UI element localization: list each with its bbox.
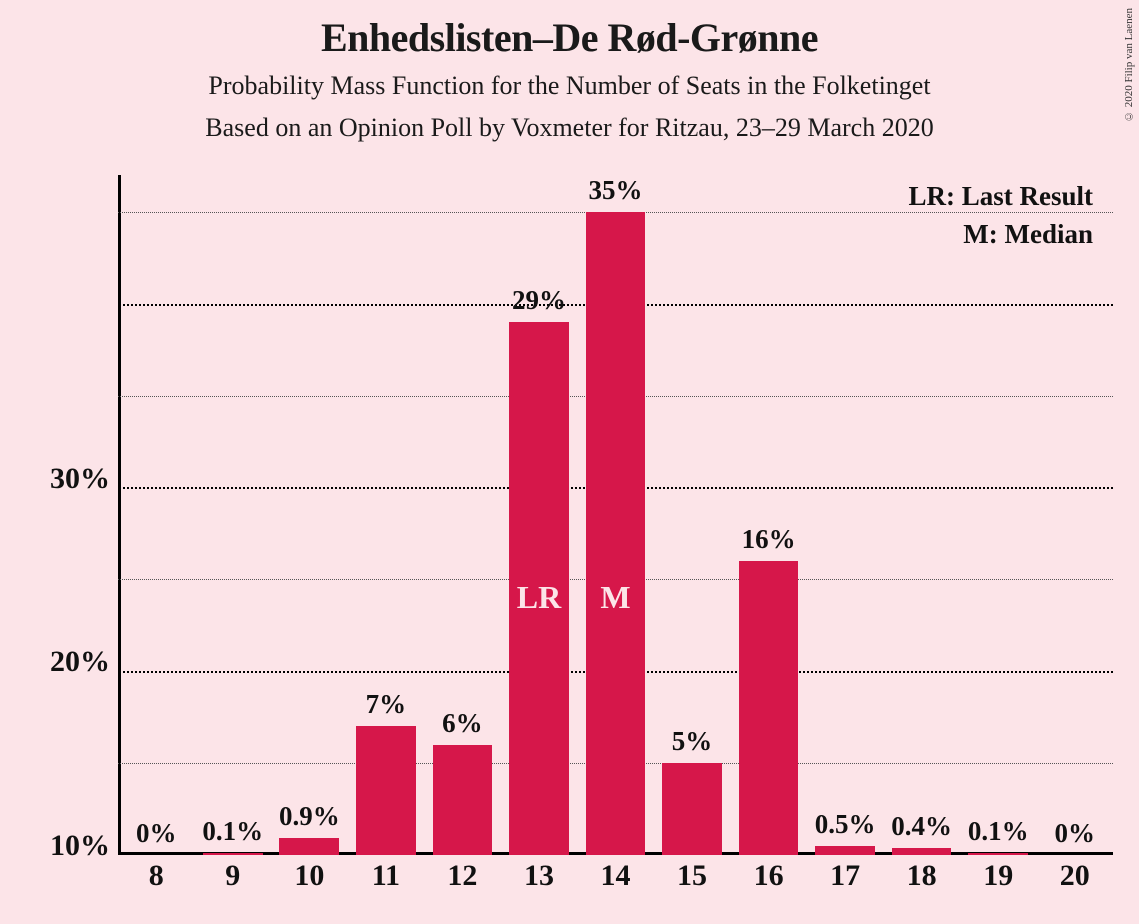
x-tick-label: 13 xyxy=(501,859,578,893)
bar xyxy=(815,846,875,855)
chart-subtitle-1: Probability Mass Function for the Number… xyxy=(0,71,1139,101)
bar xyxy=(662,763,722,855)
bar xyxy=(739,561,799,855)
chart-container: LR: Last Result M: Median 0%0.1%0.9%7%6%… xyxy=(0,175,1139,895)
bar-value-label: 0% xyxy=(1036,818,1113,849)
x-tick-label: 17 xyxy=(807,859,884,893)
bar-value-label: 5% xyxy=(654,726,731,757)
bar xyxy=(356,726,416,855)
x-tick-label: 20 xyxy=(1036,859,1113,893)
x-tick-label: 12 xyxy=(424,859,501,893)
bar-annotation-m: M xyxy=(586,579,646,616)
x-tick-label: 18 xyxy=(883,859,960,893)
chart-subtitle-2: Based on an Opinion Poll by Voxmeter for… xyxy=(0,113,1139,143)
bar-value-label: 6% xyxy=(424,708,501,739)
y-tick-label: 20% xyxy=(30,645,110,679)
bar-value-label: 16% xyxy=(730,524,807,555)
bar xyxy=(892,848,952,855)
bar-value-label: 0.1% xyxy=(195,816,272,847)
x-tick-label: 9 xyxy=(195,859,272,893)
y-axis xyxy=(118,175,121,855)
bar xyxy=(586,212,646,855)
legend-m: M: Median xyxy=(963,219,1093,250)
y-tick-label: 10% xyxy=(30,829,110,863)
bar-value-label: 7% xyxy=(348,689,425,720)
bar xyxy=(968,853,1028,855)
bar-value-label: 0% xyxy=(118,818,195,849)
x-tick-label: 19 xyxy=(960,859,1037,893)
bar-value-label: 0.4% xyxy=(883,811,960,842)
bar-value-label: 0.9% xyxy=(271,801,348,832)
copyright-text: © 2020 Filip van Laenen xyxy=(1123,8,1135,122)
bar-value-label: 0.1% xyxy=(960,816,1037,847)
bar xyxy=(203,853,263,855)
x-tick-label: 8 xyxy=(118,859,195,893)
bar-value-label: 35% xyxy=(577,175,654,206)
plot-area: LR: Last Result M: Median 0%0.1%0.9%7%6%… xyxy=(118,175,1113,855)
bar-value-label: 0.5% xyxy=(807,809,884,840)
x-tick-label: 16 xyxy=(730,859,807,893)
x-tick-label: 14 xyxy=(577,859,654,893)
bar-annotation-lr: LR xyxy=(509,579,569,616)
x-tick-label: 11 xyxy=(348,859,425,893)
x-tick-label: 15 xyxy=(654,859,731,893)
y-tick-label: 30% xyxy=(30,462,110,496)
bar-value-label: 29% xyxy=(501,285,578,316)
chart-title: Enhedslisten–De Rød-Grønne xyxy=(0,0,1139,61)
bar xyxy=(433,745,493,855)
bar xyxy=(279,838,339,855)
x-tick-label: 10 xyxy=(271,859,348,893)
legend-lr: LR: Last Result xyxy=(908,181,1093,212)
